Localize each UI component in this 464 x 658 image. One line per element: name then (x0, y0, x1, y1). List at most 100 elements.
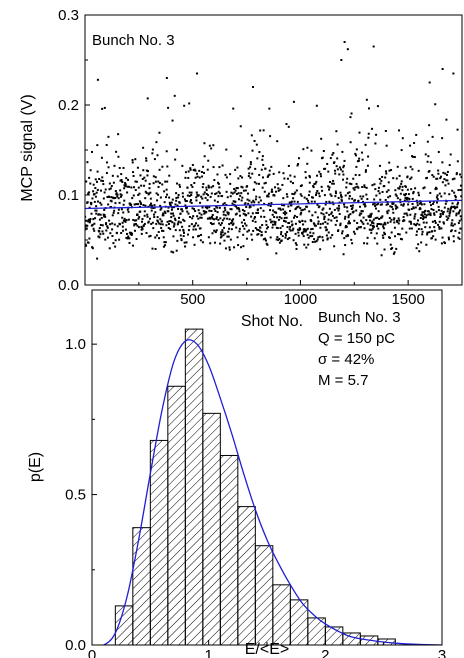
scatter-point (238, 227, 241, 230)
scatter-point (356, 185, 359, 188)
scatter-point (459, 215, 462, 218)
scatter-point (101, 180, 104, 183)
scatter-point (208, 206, 211, 209)
scatter-point (86, 224, 89, 227)
scatter-point (212, 222, 215, 225)
scatter-point (202, 193, 205, 196)
scatter-point (282, 208, 285, 211)
scatter-point (311, 241, 314, 243)
scatter-point (213, 179, 216, 182)
scatter-point (440, 195, 443, 198)
scatter-point (442, 222, 445, 225)
scatter-point (127, 235, 130, 238)
scatter-point (255, 143, 258, 146)
scatter-point (124, 228, 127, 231)
scatter-point (285, 123, 288, 126)
scatter-point (261, 224, 264, 227)
scatter-point (341, 232, 344, 235)
scatter-point (449, 153, 452, 156)
scatter-point (242, 189, 245, 192)
scatter-point (245, 214, 248, 217)
scatter-point (454, 196, 457, 199)
scatter-point (212, 185, 215, 188)
scatter-point (422, 218, 425, 221)
scatter-point (246, 258, 249, 261)
scatter-point (420, 203, 423, 206)
scatter-point (376, 223, 379, 225)
scatter-point (345, 225, 348, 228)
scatter-point (411, 168, 414, 171)
scatter-point (215, 205, 218, 208)
scatter-point (178, 183, 181, 186)
scatter-point (172, 225, 175, 228)
scatter-point (98, 178, 101, 180)
scatter-point (90, 212, 93, 215)
scatter-point (291, 192, 294, 195)
scatter-point (249, 205, 252, 208)
scatter-point (237, 192, 240, 195)
scatter-point (220, 235, 223, 238)
histogram-annotation-line: Bunch No. 3 (318, 309, 401, 326)
scatter-point (289, 209, 292, 212)
scatter-point (374, 188, 377, 191)
scatter-point (143, 184, 146, 187)
scatter-point (385, 190, 388, 193)
scatter-point (405, 212, 408, 215)
scatter-point (137, 217, 140, 220)
scatter-point (234, 200, 237, 203)
scatter-point (294, 232, 297, 235)
scatter-point (385, 172, 388, 175)
scatter-point (206, 207, 209, 210)
scatter-point (117, 155, 120, 158)
scatter-point (307, 243, 310, 246)
scatter-point (237, 177, 240, 180)
histogram-annotation-line: σ = 42% (318, 351, 374, 368)
scatter-point (364, 143, 367, 146)
scatter-point (251, 219, 254, 222)
scatter-point (433, 212, 436, 215)
scatter-point (359, 205, 362, 208)
scatter-outlier-point (452, 72, 455, 75)
scatter-point (415, 230, 418, 233)
scatter-point (106, 225, 109, 228)
scatter-point (254, 227, 257, 230)
scatter-point (275, 211, 278, 214)
scatter-point (387, 209, 390, 212)
scatter-point (166, 180, 169, 183)
scatter-point (444, 184, 447, 187)
scatter-point (277, 218, 280, 221)
scatter-point (424, 209, 427, 212)
scatter-point (235, 212, 238, 215)
scatter-point (211, 232, 214, 235)
scatter-point (360, 151, 363, 154)
scatter-point (458, 237, 461, 240)
scatter-point (196, 193, 199, 196)
scatter-point (226, 235, 229, 238)
scatter-point (185, 241, 188, 244)
scatter-point (424, 216, 427, 219)
scatter-point (219, 233, 222, 236)
scatter-point (179, 212, 182, 215)
scatter-point (122, 203, 125, 206)
scatter-point (85, 244, 88, 247)
scatter-point (303, 228, 306, 231)
scatter-point (180, 238, 183, 241)
scatter-point (393, 251, 396, 254)
scatter-point (308, 176, 311, 179)
scatter-point (203, 171, 206, 174)
scatter-point (332, 179, 335, 182)
scatter-point (176, 239, 179, 242)
scatter-point (270, 202, 273, 205)
scatter-point (134, 223, 137, 226)
scatter-point (305, 205, 308, 208)
scatter-point (228, 218, 231, 221)
scatter-point (130, 186, 133, 189)
scatter-point (409, 220, 412, 223)
scatter-point (258, 173, 261, 176)
scatter-point (201, 175, 204, 178)
scatter-point (443, 192, 446, 195)
scatter-point (296, 200, 299, 203)
scatter-point (197, 209, 200, 212)
scatter-point (142, 169, 145, 172)
scatter-point (142, 146, 145, 149)
